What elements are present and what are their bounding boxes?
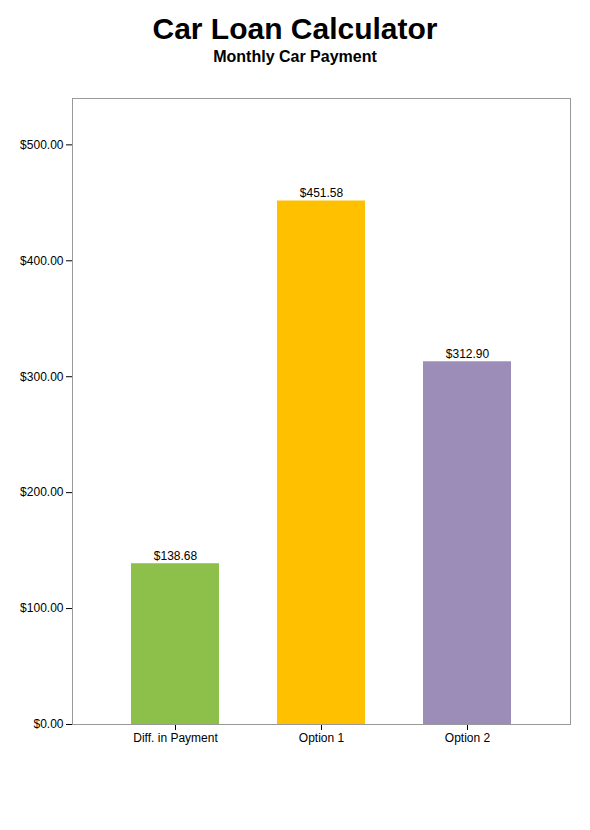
svg-text:Option 1: Option 1 — [299, 731, 345, 745]
html-text:Monthly Car Payment: Monthly Car Payment — [213, 48, 377, 65]
html-text:Car Loan Calculator: Car Loan Calculator — [152, 12, 438, 45]
svg-text:$451.58: $451.58 — [300, 186, 344, 200]
svg-text:$138.68: $138.68 — [154, 549, 198, 563]
svg-text:$200.00: $200.00 — [20, 485, 64, 499]
svg-text:$500.00: $500.00 — [20, 138, 64, 152]
svg-text:Diff. in Payment: Diff. in Payment — [133, 731, 218, 745]
svg-text:$312.90: $312.90 — [446, 347, 490, 361]
svg-text:$100.00: $100.00 — [20, 601, 64, 615]
svg-text:$0.00: $0.00 — [33, 717, 63, 731]
svg-text:$400.00: $400.00 — [20, 254, 64, 268]
svg-text:$300.00: $300.00 — [20, 370, 64, 384]
svg-text:Option 2: Option 2 — [445, 731, 491, 745]
